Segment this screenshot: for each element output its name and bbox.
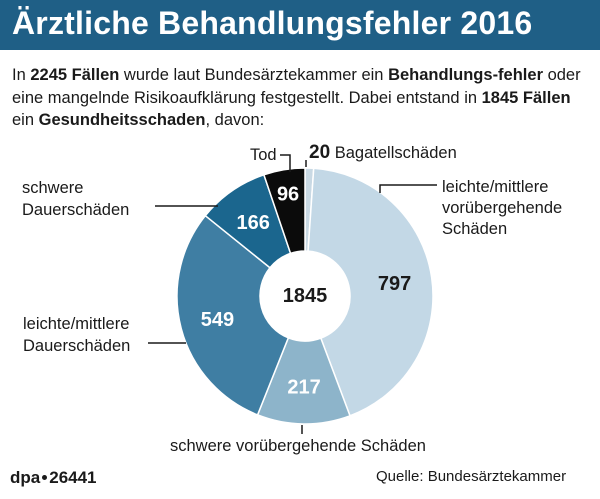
- leader-line-tod: [280, 154, 291, 172]
- value-label-schwer-vorueb: 217: [287, 376, 320, 398]
- intro-part-1: In: [12, 66, 31, 84]
- label-leicht-vorueb-l2: vorübergehende: [442, 199, 563, 217]
- label-schwer-dauer: schwere Dauerschäden: [22, 177, 129, 221]
- label-leicht-vorueb-l3: Schäden: [442, 220, 508, 238]
- source-credit: Quelle: Bundesärztekammer: [376, 468, 567, 485]
- label-tod: Tod: [250, 145, 277, 165]
- value-label-leicht-vorueb: 797: [378, 273, 411, 295]
- intro-part-2: wurde laut Bundesärztekammer ein: [119, 66, 389, 84]
- label-bagatell: 20 Bagatellschäden: [309, 143, 457, 163]
- label-schwer-dauer-l1: schwere: [22, 179, 84, 197]
- label-leicht-dauer: leichte/mittlere Dauerschäden: [23, 313, 130, 357]
- leader-lines: [148, 154, 437, 434]
- label-leicht-dauer-l1: leichte/mittlere: [23, 315, 130, 333]
- leader-line-leicht-vorueb: [379, 184, 437, 193]
- slice-schwer-vorueb: [256, 336, 351, 425]
- graphic-number: 26441: [49, 468, 97, 487]
- label-schwer-vorueb-text: schwere vorübergehende Schäden: [170, 437, 426, 455]
- value-label-tod: 96: [277, 183, 299, 205]
- label-tod-text: Tod: [250, 146, 277, 164]
- title-bar: Ärztliche Behandlungsfehler 2016: [0, 0, 600, 50]
- label-leicht-vorueb-l1: leichte/mittlere: [442, 178, 549, 196]
- label-schwer-dauer-l2: Dauerschäden: [22, 201, 130, 219]
- value-label-leicht-dauer: 549: [201, 309, 234, 331]
- label-bagatell-value: 20: [309, 142, 331, 163]
- intro-part-5: , davon:: [205, 111, 265, 129]
- label-schwer-vorueb: schwere vorübergehende Schäden: [170, 436, 426, 456]
- separator-dot: [42, 474, 48, 480]
- agency-name: dpa: [10, 468, 41, 487]
- label-leicht-vorueb: leichte/mittlere vorübergehende Schäden: [442, 177, 562, 240]
- intro-text: In 2245 Fällen wurde laut Bundesärztekam…: [12, 64, 590, 132]
- label-leicht-dauer-l2: Dauerschäden: [23, 337, 131, 355]
- chart-title: Ärztliche Behandlungsfehler 2016: [12, 5, 533, 41]
- center-total: 1845: [283, 285, 328, 307]
- slice-leicht-vorueb: [307, 167, 434, 417]
- intro-bold-2: Behandlungs-fehler: [388, 66, 543, 84]
- value-label-schwer-dauer: 166: [236, 212, 269, 234]
- intro-bold-3: 1845 Fällen: [481, 88, 571, 107]
- intro-part-3: oder eine mangelnde Risikoaufklärung fes…: [12, 66, 581, 107]
- agency-credit: dpa 26441: [10, 468, 97, 488]
- slice-leicht-dauer: [176, 214, 290, 416]
- intro-bold-4: Gesundheitsschaden: [38, 111, 206, 129]
- slice-tod: [262, 167, 306, 255]
- label-bagatell-text: Bagatellschäden: [334, 144, 457, 162]
- intro-part-4: ein: [12, 111, 39, 129]
- intro-bold-1: 2245 Fällen: [30, 66, 120, 84]
